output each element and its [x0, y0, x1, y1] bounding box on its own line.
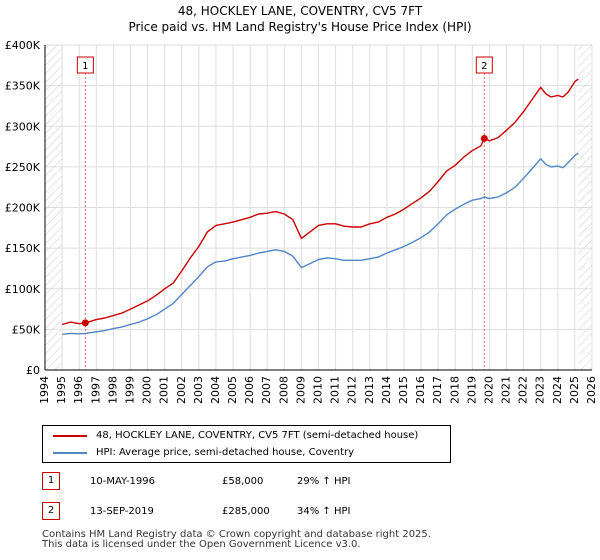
sale-badge-2: 2	[42, 502, 60, 520]
y-tick-label: £400K	[5, 39, 41, 52]
x-tick-label: 2026	[585, 376, 598, 404]
x-tick-label: 1998	[106, 376, 119, 404]
series-line-property	[61, 78, 579, 326]
x-tick-label: 2025	[568, 376, 581, 404]
series-line-hpi	[62, 152, 579, 335]
x-tick-label: 2009	[294, 376, 307, 404]
x-tick-label: 2010	[312, 376, 325, 404]
x-tick-label: 2021	[500, 376, 513, 404]
x-tick-label: 1994	[38, 376, 51, 404]
x-tick-label: 2015	[397, 376, 410, 404]
x-tick-label: 2002	[175, 376, 188, 404]
x-tick-label: 2007	[260, 376, 273, 404]
x-tick-label: 2012	[346, 376, 359, 404]
x-tick-label: 2016	[414, 376, 427, 404]
x-tick-label: 2001	[158, 376, 171, 404]
y-tick-label: £0	[26, 364, 40, 377]
x-tick-label: 1995	[55, 376, 68, 404]
sale-hpi-change-1: 29% ↑ HPI	[297, 476, 351, 487]
price-chart: 1994 1995 1996 1997 1998 1999 2000 2001 2002 2003…	[5, 39, 598, 404]
y-tick-label: £250K	[5, 161, 41, 174]
chart-title: 48, HOCKLEY LANE, COVENTRY, CV5 7FT	[177, 4, 423, 18]
sale-badge-1: 1	[42, 472, 60, 490]
footer-license: This data is licensed under the Open Gov…	[42, 539, 361, 550]
y-tick-label: £300K	[5, 120, 41, 133]
sale-point-2	[480, 134, 488, 142]
sale-price-2: £285,000	[222, 506, 270, 517]
x-tick-label: 2000	[141, 376, 154, 404]
sale-date-2: 13-SEP-2019	[90, 506, 154, 517]
sale-box-label-2: 2	[481, 61, 487, 72]
x-tick-label: 1997	[89, 376, 102, 404]
x-tick-label: 1996	[72, 376, 85, 404]
y-tick-label: £350K	[5, 80, 41, 93]
x-tick-label: 1999	[123, 376, 136, 404]
x-tick-label: 2017	[431, 376, 444, 404]
x-tick-label: 2024	[551, 376, 564, 404]
y-tick-label: £150K	[5, 242, 41, 255]
legend-label-property: 48, HOCKLEY LANE, COVENTRY, CV5 7FT (sem…	[96, 430, 419, 441]
x-tick-label: 2005	[226, 376, 239, 404]
legend: 48, HOCKLEY LANE, COVENTRY, CV5 7FT (sem…	[42, 425, 451, 463]
sale-price-1: £58,000	[222, 476, 264, 487]
footer-copyright: Contains HM Land Registry data © Crown c…	[42, 529, 431, 540]
sale-box-2	[475, 56, 493, 74]
sale-box-1	[76, 56, 94, 74]
y-tick-label: £100K	[5, 283, 41, 296]
x-tick-label: 2018	[448, 376, 461, 404]
x-tick-label: 2004	[209, 376, 222, 404]
chart-subtitle: Price paid vs. HM Land Registry's House …	[128, 20, 472, 34]
x-tick-label: 2008	[277, 376, 290, 404]
footer: Contains HM Land Registry data © Crown c…	[42, 530, 431, 550]
x-tick-label: 2023	[534, 376, 547, 404]
sale-box-label-1: 1	[82, 61, 88, 72]
y-tick-label: £200K	[5, 202, 41, 215]
x-tick-label: 2020	[482, 376, 495, 404]
legend-label-hpi: HPI: Average price, semi-detached house,…	[96, 447, 355, 458]
x-tick-label: 2003	[192, 376, 205, 404]
x-tick-label: 2006	[243, 376, 256, 404]
x-tick-label: 2019	[465, 376, 478, 404]
sale-date-1: 10-MAY-1996	[90, 476, 156, 487]
y-tick-label: £50K	[12, 323, 41, 336]
x-tick-label: 2022	[517, 376, 530, 404]
x-tick-label: 2014	[380, 376, 393, 404]
sale-point-1	[81, 319, 89, 327]
sale-hpi-change-2: 34% ↑ HPI	[297, 506, 351, 517]
legend-swatch-hpi	[53, 452, 87, 454]
x-tick-label: 2011	[329, 376, 342, 404]
legend-swatch-property	[53, 435, 87, 437]
x-tick-label: 2013	[363, 376, 376, 404]
